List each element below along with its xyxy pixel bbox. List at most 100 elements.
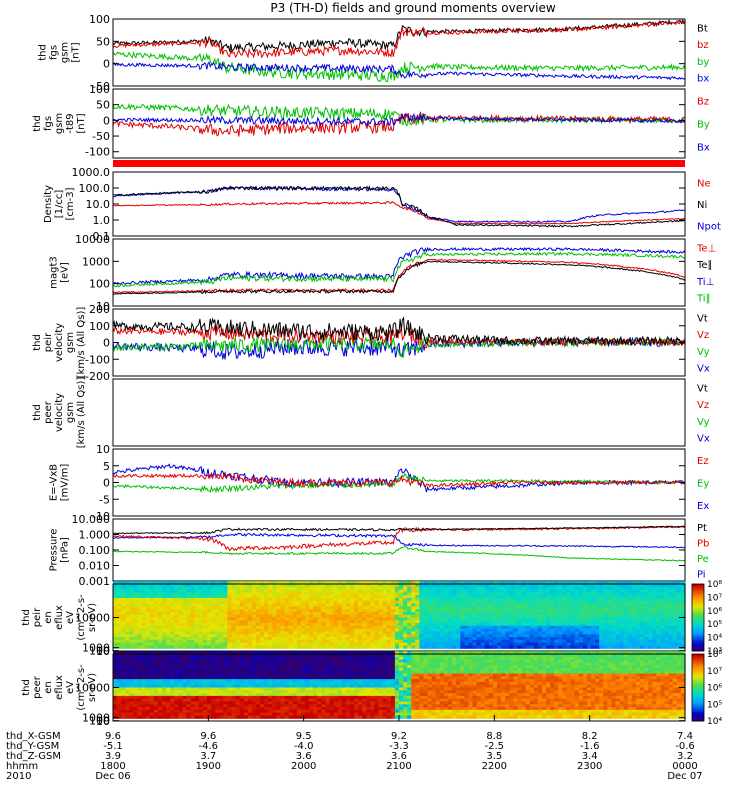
heat-cell: [374, 603, 380, 607]
heat-cell: [676, 617, 682, 621]
heat-cell: [399, 611, 404, 616]
heat-cell: [448, 611, 453, 616]
heat-cell: [121, 707, 126, 711]
heat-cell: [227, 687, 233, 691]
heat-cell: [366, 586, 371, 591]
heat-cell: [325, 665, 331, 669]
heat-cell: [309, 659, 314, 663]
heat-cell: [672, 581, 678, 585]
mode-bar: [113, 160, 685, 167]
heat-cell: [251, 625, 257, 630]
heat-cell: [345, 595, 351, 599]
heat-cell: [153, 659, 159, 663]
heat-cell: [341, 704, 347, 708]
heat-cell: [648, 586, 653, 591]
heat-cell: [219, 595, 224, 599]
heat-cell: [562, 611, 568, 616]
heat-cell: [648, 595, 653, 599]
heat-cell: [452, 639, 457, 644]
heat-cell: [546, 634, 551, 638]
legend-entry: Bz: [697, 97, 709, 108]
heat-cell: [235, 637, 241, 641]
heat-cell: [166, 673, 171, 677]
heat-cell: [358, 611, 363, 616]
heat-cell: [174, 659, 179, 663]
heat-cell: [186, 634, 192, 638]
heat-cell: [145, 665, 151, 669]
heat-cell: [578, 628, 584, 633]
heat-cell: [419, 611, 425, 616]
heat-cell: [403, 625, 408, 630]
heat-cell: [129, 609, 135, 613]
heat-cell: [525, 597, 531, 602]
heat-cell: [448, 617, 453, 621]
heat-cell: [251, 701, 257, 705]
heat-cell: [194, 581, 200, 585]
heat-cell: [231, 614, 237, 619]
heat-cell: [325, 623, 331, 627]
heat-cell: [529, 584, 535, 588]
heat-cell: [117, 704, 122, 708]
heat-cell: [546, 637, 551, 641]
heat-cell: [382, 631, 388, 635]
heat-cell: [288, 600, 294, 605]
heat-cell: [497, 592, 502, 596]
heat-cell: [497, 614, 502, 619]
heat-cell: [574, 634, 580, 638]
heat-cell: [631, 628, 637, 633]
heat-cell: [121, 659, 126, 663]
y-axis-label: magt3 [eV]: [49, 256, 71, 289]
heat-cell: [264, 645, 269, 649]
heat-cell: [206, 595, 212, 599]
heat-cell: [484, 589, 490, 593]
heat-cell: [333, 600, 339, 605]
heat-cell: [129, 631, 135, 635]
heat-cell: [166, 637, 171, 641]
heat-cell: [202, 614, 208, 619]
heat-cell: [472, 623, 478, 627]
heat-cell: [129, 654, 135, 658]
heat-cell: [190, 600, 196, 605]
heat-cell: [125, 592, 130, 596]
heat-cell: [566, 642, 572, 647]
heat-cell: [354, 606, 359, 610]
heat-cell: [129, 617, 135, 621]
heat-cell: [256, 681, 261, 686]
heat-cell: [403, 617, 408, 621]
heat-cell: [202, 681, 208, 686]
heat-cell: [546, 614, 551, 619]
heat-cell: [149, 676, 155, 680]
heat-cell: [284, 695, 290, 700]
colorbar-step: [692, 624, 704, 627]
heat-cell: [268, 645, 273, 649]
heat-cell: [570, 603, 576, 607]
heat-cell: [329, 597, 335, 602]
heat-cell: [129, 611, 135, 616]
heat-cell: [194, 656, 200, 661]
heat-cell: [321, 584, 327, 588]
heat-cell: [219, 631, 224, 635]
heat-cell: [194, 603, 200, 607]
heat-cell: [211, 628, 216, 633]
heat-cell: [235, 684, 241, 689]
heat-cell: [423, 642, 429, 647]
heat-cell: [272, 637, 278, 641]
heat-cell: [227, 623, 233, 627]
heat-cell: [492, 589, 498, 593]
heat-cell: [386, 609, 392, 613]
heat-cell: [349, 634, 355, 638]
y-tick-label: -200: [85, 370, 110, 383]
heat-cell: [162, 628, 167, 633]
heat-cell: [280, 617, 286, 621]
heat-cell: [652, 609, 657, 613]
heat-cell: [460, 597, 465, 602]
heat-cell: [415, 597, 421, 602]
heat-cell: [300, 628, 306, 633]
heat-cell: [162, 592, 167, 596]
heat-cell: [574, 600, 580, 605]
heat-cell: [497, 631, 502, 635]
heat-cell: [243, 595, 249, 599]
heat-cell: [129, 603, 135, 607]
heat-cell: [219, 637, 224, 641]
heat-cell: [211, 662, 216, 666]
